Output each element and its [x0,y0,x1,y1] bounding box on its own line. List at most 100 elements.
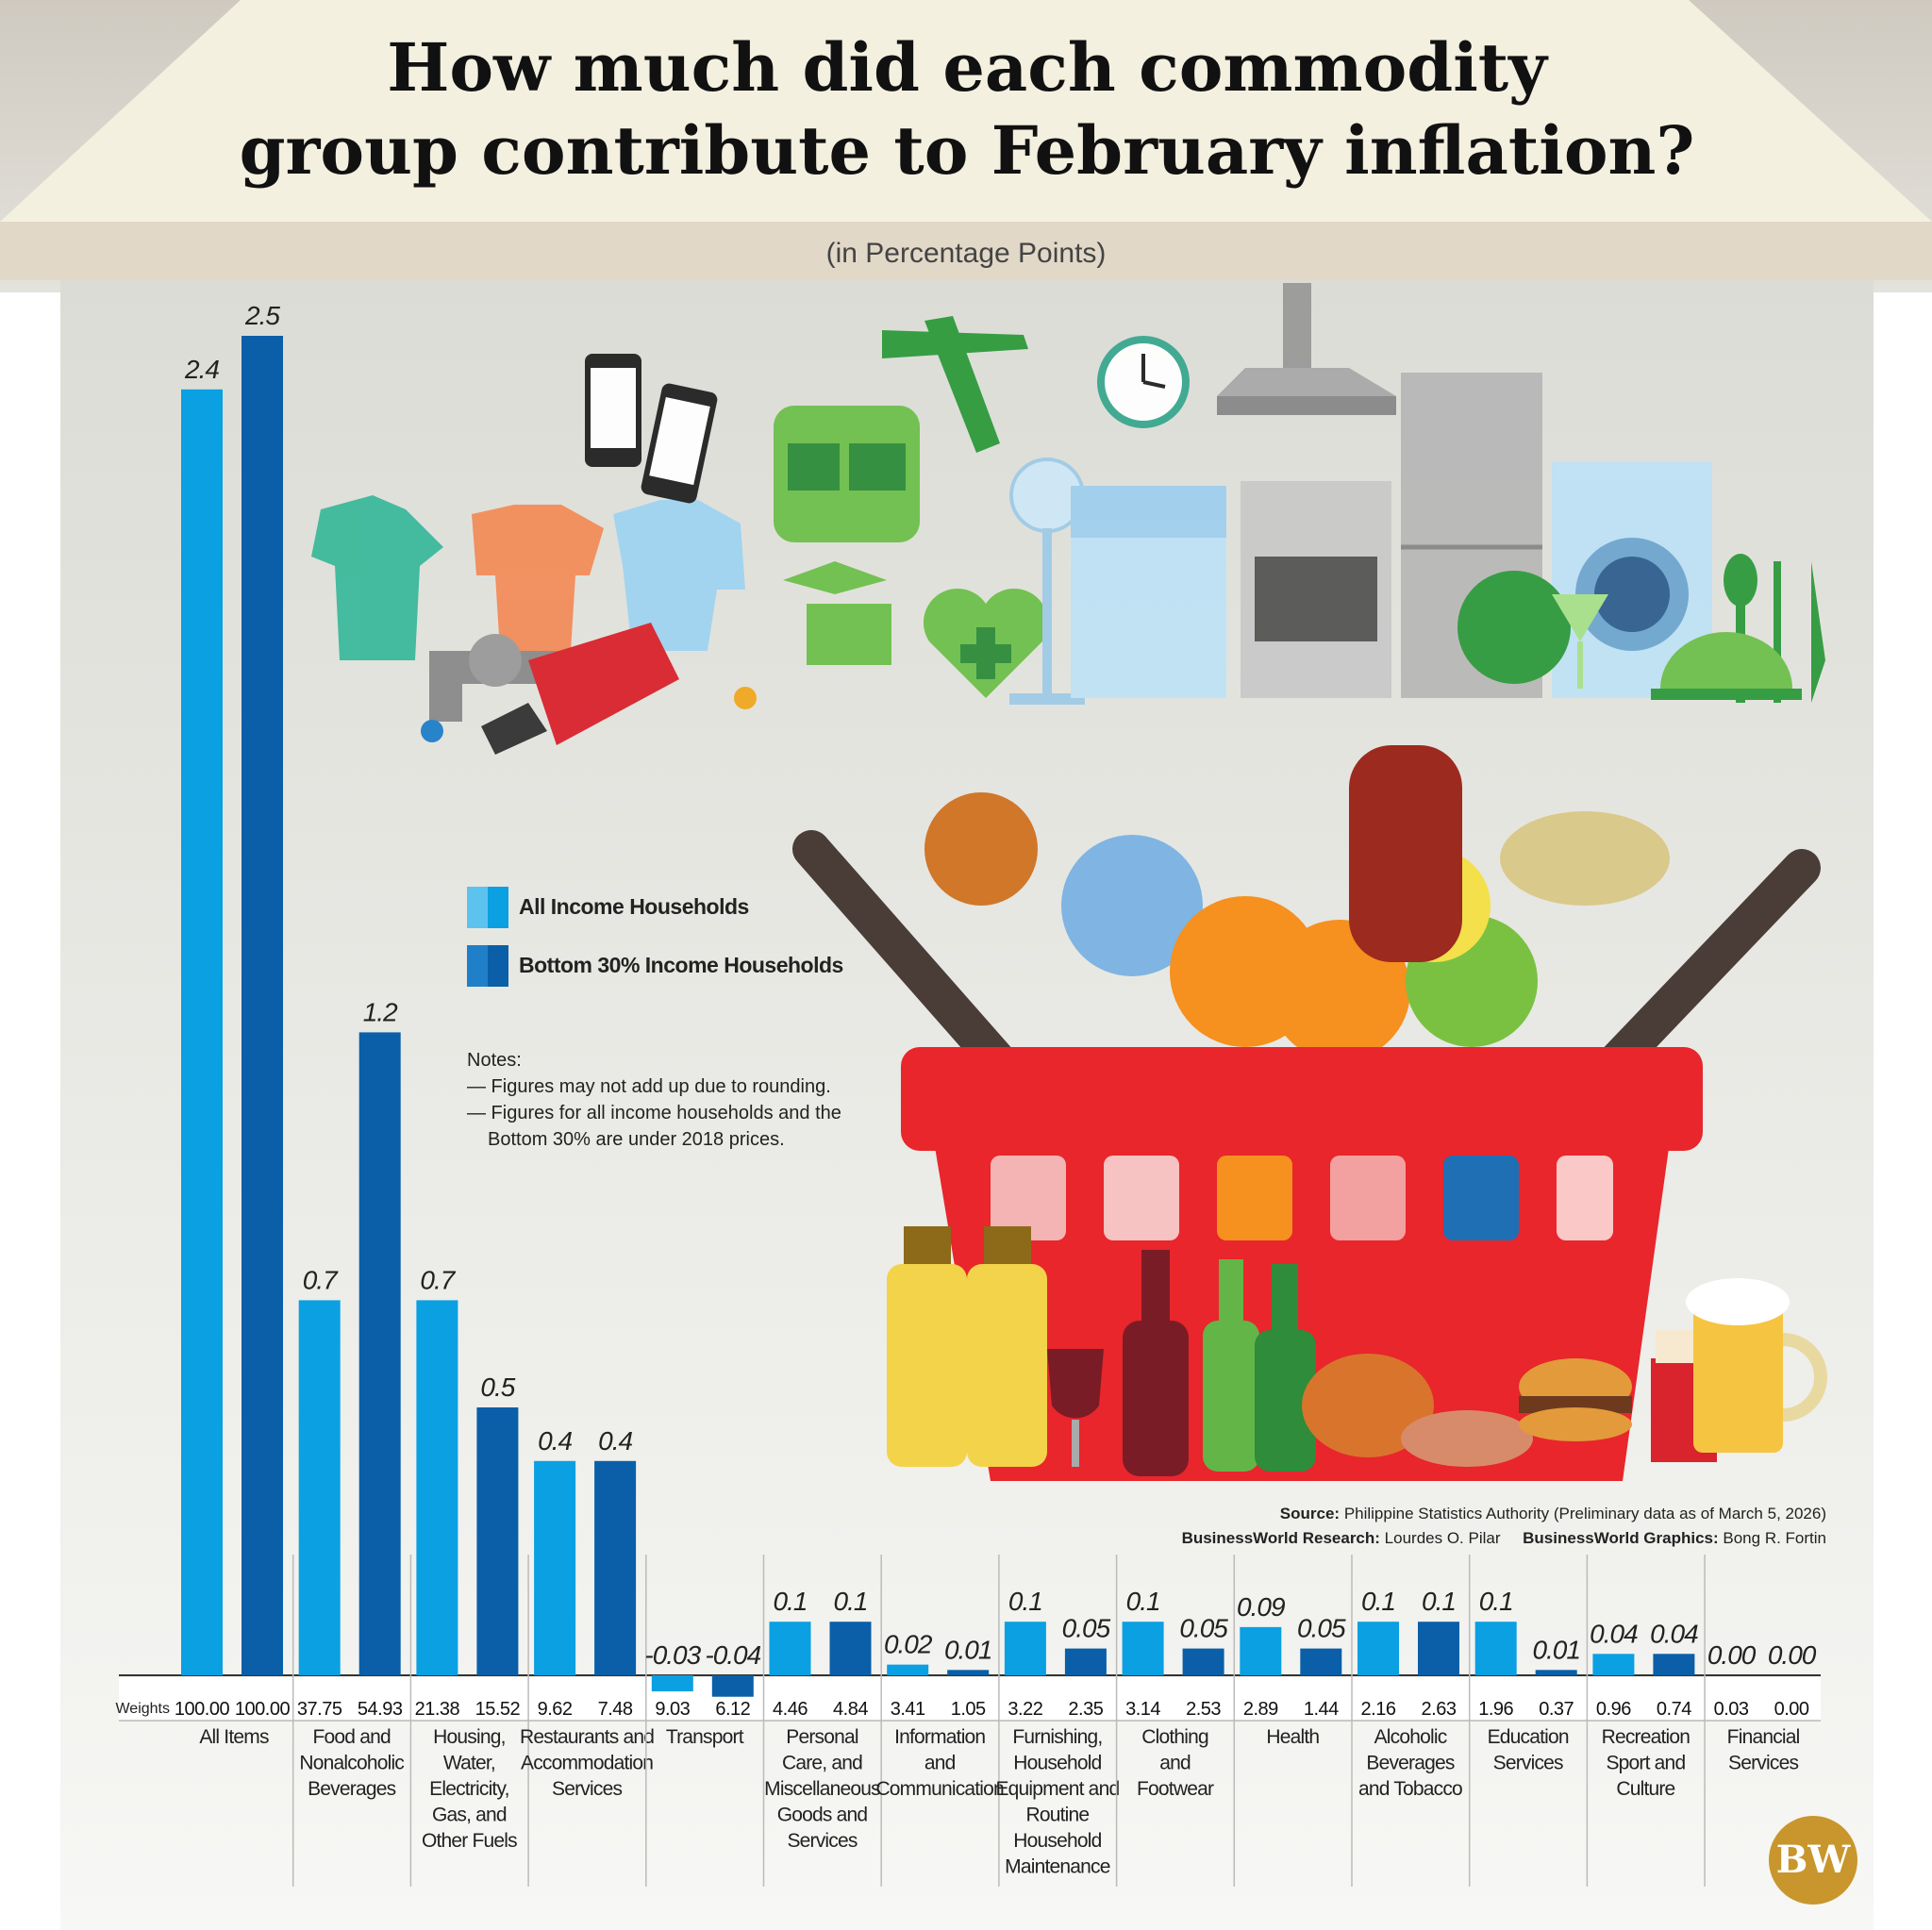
data-label: 2.5 [244,301,280,330]
data-label: 0.05 [1297,1614,1346,1643]
beer-bottle-icon [1255,1264,1316,1472]
weight-value: 3.22 [1008,1699,1042,1720]
chart-title: How much did each commodity group contri… [236,26,1698,192]
shirt-icon [472,505,604,651]
data-label: -0.03 [644,1640,701,1670]
chart-unit-subtitle: (in Percentage Points) [825,238,1107,269]
oil-bottle-icon [887,1226,967,1467]
research-label: BusinessWorld Research: [1181,1529,1380,1547]
bar-all [887,1664,929,1675]
bar-bottom30 [1535,1670,1577,1675]
fan-icon [1009,458,1085,705]
category-label: Services [552,1778,622,1800]
weight-value: 100.00 [235,1699,291,1720]
category-label: Household [1013,1753,1101,1774]
bar-bottom30 [594,1460,637,1675]
data-label: 1.2 [363,997,398,1026]
data-label: 0.04 [1590,1619,1638,1648]
bar-all [1357,1622,1399,1675]
category-label: Gas, and [432,1805,507,1826]
bar-bottom30 [358,1032,401,1675]
data-label: 0.01 [944,1635,992,1664]
weight-value: 7.48 [598,1699,633,1720]
weight-value: 15.52 [475,1699,521,1720]
burger-icon [1519,1358,1632,1441]
bus-icon [774,406,920,542]
weight-value: 1.05 [951,1699,986,1720]
category-label: Transport [666,1726,744,1748]
clock-icon [1097,336,1190,428]
graphics-label: BusinessWorld Graphics: [1523,1529,1719,1547]
bar-all [416,1300,458,1675]
bar-bottom30 [711,1675,754,1697]
data-label: 0.00 [1768,1640,1817,1670]
weight-value: 2.53 [1186,1699,1221,1720]
legend-item-all: All Income Households [467,887,1033,932]
bar-all [1122,1622,1164,1675]
data-label: 0.05 [1062,1614,1111,1643]
bar-all [181,389,223,1675]
data-label: 0.01 [1532,1635,1580,1664]
data-label: 0.4 [598,1426,632,1456]
bar-all [534,1460,576,1675]
illustration-household [311,283,1825,755]
category-label: Food and [313,1726,391,1748]
legend-swatch-all [467,887,508,928]
weight-value: 2.16 [1361,1699,1396,1720]
bar-bottom30 [829,1622,872,1675]
category-label: Electricity, [429,1778,509,1800]
bar-all [298,1300,341,1675]
weight-value: 37.75 [297,1699,342,1720]
beer-bottle-icon [1203,1259,1259,1472]
bar-bottom30 [1182,1648,1224,1675]
category-label: Beverages [1366,1753,1454,1774]
source-credits: Source: Philippine Statistics Authority … [1182,1502,1826,1551]
legend-swatch-bottom [467,945,508,987]
bar-bottom30 [947,1670,990,1675]
category-label: Health [1266,1726,1319,1748]
data-label: 0.1 [1361,1587,1395,1616]
category-label: Housing, [433,1726,505,1748]
category-label: Miscellaneous [764,1778,880,1800]
roof [0,0,1932,222]
weight-value: 6.12 [715,1699,750,1720]
oil-bottle-icon [967,1226,1047,1467]
wine-icon [1047,1349,1104,1467]
data-label: 0.1 [1479,1587,1513,1616]
shirt-icon [311,495,443,660]
chart-title-line-2: group contribute to February inflation? [239,111,1695,190]
graduation-cap-icon [783,561,891,665]
legend-item-bottom: Bottom 30% Income Households [467,945,1033,990]
weight-value: 2.63 [1422,1699,1457,1720]
data-label: 0.5 [480,1373,515,1402]
data-label: 0.1 [774,1587,808,1616]
chart-title-line-1: How much did each commodity [387,28,1547,107]
bar-all [1592,1654,1635,1675]
cocktail-icon [1552,594,1608,689]
category-label: Culture [1616,1778,1674,1800]
category-label: Education [1488,1726,1569,1748]
bar-all [1004,1622,1046,1675]
bar-all [651,1675,693,1692]
phone-icon [641,383,718,504]
weight-value: 0.96 [1596,1699,1631,1720]
weight-value: 100.00 [175,1699,230,1720]
phone-icon [585,354,641,467]
bar-bottom30 [242,336,283,1675]
category-label: Alcoholic [1374,1726,1447,1748]
weight-value: 0.00 [1774,1699,1809,1720]
weights-label: Weights [115,1701,170,1717]
category-label: Other Fuels [422,1830,517,1852]
bar-bottom30 [1300,1648,1342,1675]
category-label: Maintenance [1005,1856,1110,1878]
data-label: 0.00 [1707,1640,1757,1670]
data-label: 0.7 [303,1265,339,1294]
weight-value: 9.03 [655,1699,690,1720]
bar-all [1474,1622,1517,1675]
category-label: Recreation [1602,1726,1690,1748]
fuel-nozzle-icon [481,623,757,755]
credits-line: BusinessWorld Research: Lourdes O. Pilar… [1182,1526,1826,1551]
